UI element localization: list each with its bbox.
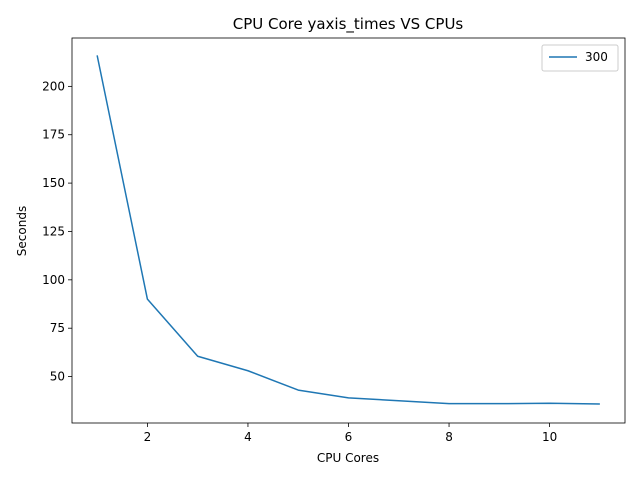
y-tick-label: 100 [42,273,65,287]
series-line-300 [96,55,600,405]
series-lines [96,55,600,405]
x-tick-label: 8 [445,430,453,444]
y-tick-label: 175 [42,128,65,142]
y-tick-label: 150 [42,176,65,190]
x-axis-label: CPU Cores [317,451,379,465]
y-tick-label: 200 [42,79,65,93]
legend-series-label: 300 [585,50,608,64]
x-tick-label: 6 [345,430,353,444]
y-tick-label: 75 [50,321,65,335]
x-tick-label: 2 [144,430,152,444]
x-tick-label: 4 [244,430,252,444]
x-axis-ticks: 2 4 6 8 10 [144,423,557,444]
plot-area: 2 4 6 8 10 50 75 100 125 150 175 200 [42,37,626,444]
y-axis-ticks: 50 75 100 125 150 175 200 [42,79,72,384]
plot-frame [71,37,626,424]
legend-box [541,44,619,72]
x-tick-label: 10 [542,430,557,444]
y-axis-label: Seconds [15,206,29,256]
legend: 300 [541,44,619,72]
chart-title: CPU Core yaxis_times VS CPUs [233,15,464,34]
y-tick-label: 125 [42,224,65,238]
y-tick-label: 50 [50,370,65,384]
